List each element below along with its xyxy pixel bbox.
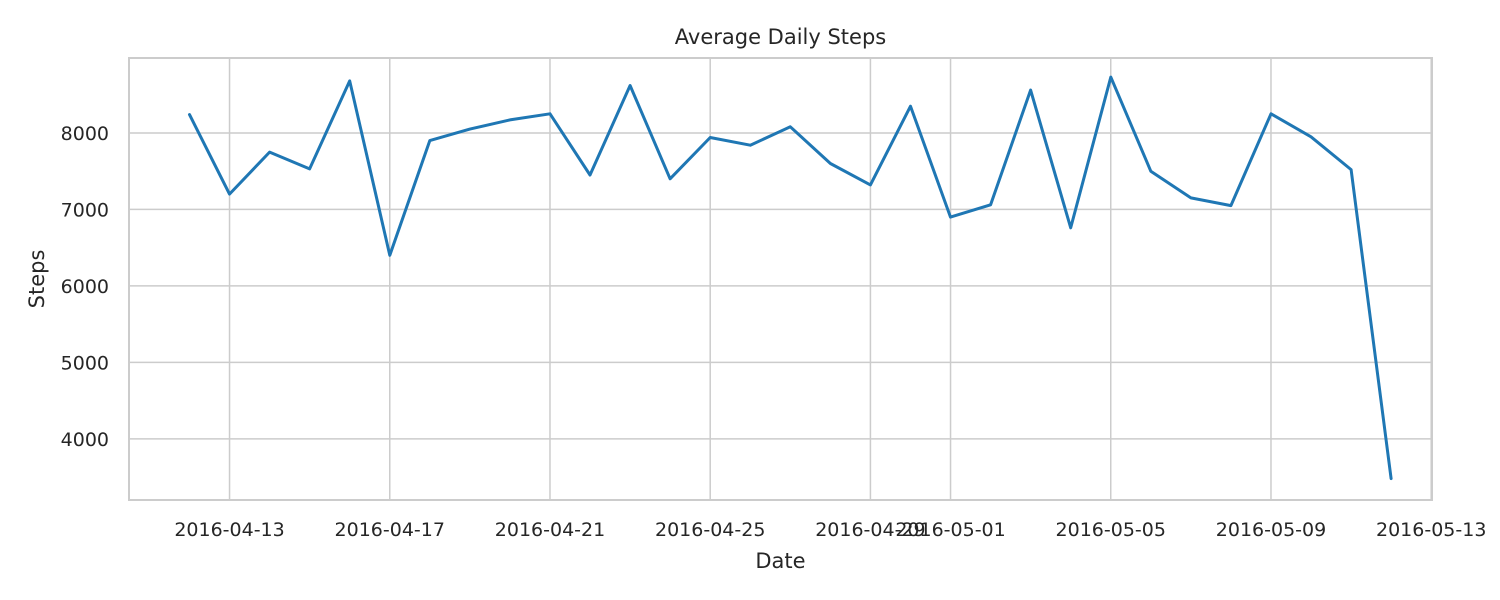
x-tick-label: 2016-04-17: [335, 519, 445, 541]
y-tick-label: 5000: [61, 352, 109, 374]
x-tick-label: 2016-05-13: [1376, 519, 1486, 541]
y-tick-label: 6000: [61, 276, 109, 298]
series-line: [188, 75, 1393, 481]
plot-frame: [128, 57, 1433, 501]
tick-label-layer: 2016-04-13 2016-04-17 2016-04-21 2016-04-25…: [61, 123, 1487, 541]
y-tick-label: 8000: [61, 123, 109, 145]
x-tick-label: 2016-05-05: [1056, 519, 1166, 541]
x-tick-label: 2016-05-01: [895, 519, 1005, 541]
x-tick-label: 2016-04-29: [815, 519, 925, 541]
x-tick-label: 2016-04-21: [495, 519, 605, 541]
grid-layer: [129, 58, 1432, 500]
y-axis-label: Steps: [25, 250, 49, 309]
x-tick-label: 2016-04-25: [655, 519, 765, 541]
y-tick-label: 4000: [61, 429, 109, 451]
y-tick-label: 7000: [61, 199, 109, 221]
x-axis-label: Date: [755, 549, 805, 573]
x-tick-label: 2016-05-09: [1216, 519, 1326, 541]
x-tick-label: 2016-04-13: [174, 519, 284, 541]
series-layer: [188, 75, 1393, 481]
chart-title: Average Daily Steps: [675, 25, 886, 49]
